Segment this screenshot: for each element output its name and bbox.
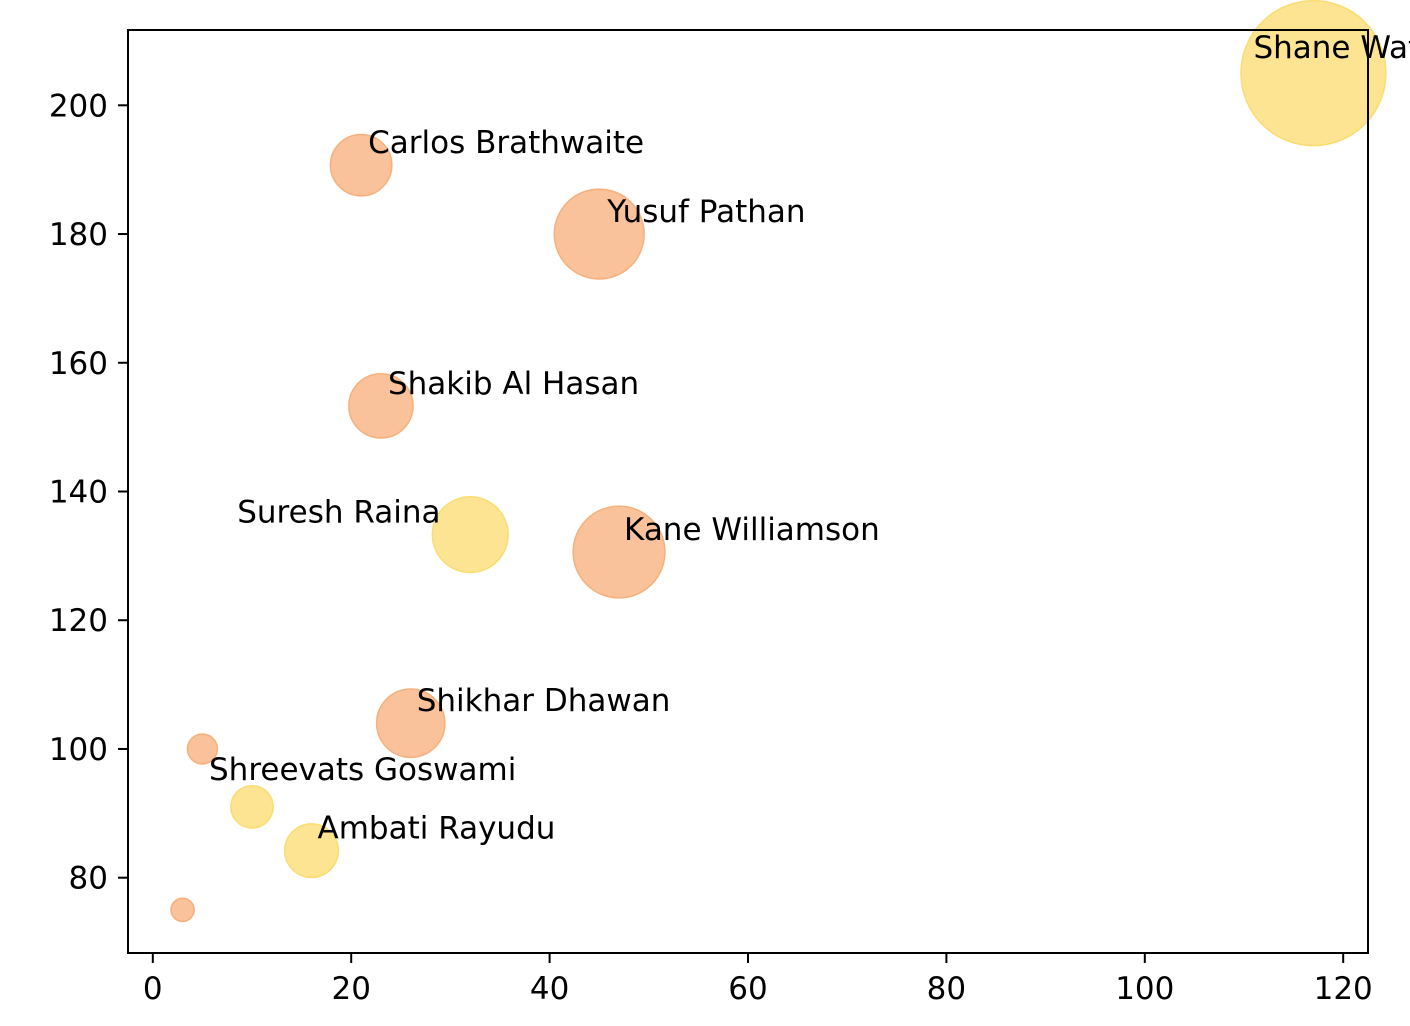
- plot-area-frame: [127, 29, 1369, 954]
- bubbles-layer: [170, 0, 1387, 923]
- bubble-shane-watson: [1240, 0, 1387, 147]
- x-tick-label: 60: [728, 971, 767, 1007]
- bubble-suresh-raina: [431, 495, 509, 574]
- bubble-shreevats-goswami: [230, 784, 274, 829]
- x-tick-label: 80: [927, 971, 966, 1007]
- y-tick-label: 80: [69, 861, 108, 897]
- bubble-shikhar-dhawan: [375, 688, 446, 759]
- point-label-shikhar-dhawan: Shikhar Dhawan: [417, 683, 671, 719]
- point-label-carlos-brathwaite: Carlos Brathwaite: [368, 125, 644, 161]
- y-tick-label: 160: [49, 346, 108, 382]
- y-axis: 80 100 120 140 160 180 200: [49, 88, 128, 897]
- bubble-yusuf-pathan: [553, 188, 645, 280]
- point-label-kane-williamson: Kane Williamson: [624, 512, 880, 548]
- y-tick-label: 120: [49, 603, 108, 639]
- point-label-yusuf-pathan: Yusuf Pathan: [606, 194, 805, 230]
- point-label-shakib-al-hasan: Shakib Al Hasan: [388, 366, 639, 402]
- x-tick-label: 40: [530, 971, 569, 1007]
- x-tick-label: 20: [331, 971, 370, 1007]
- bubble-kane-williamson: [572, 505, 666, 599]
- y-tick-label: 200: [49, 88, 108, 124]
- bubble-carlos-brathwaite: [329, 133, 393, 197]
- y-tick-label: 140: [49, 475, 108, 511]
- x-tick-label: 0: [143, 971, 163, 1007]
- bubble-unlabeled-7: [186, 733, 219, 765]
- x-tick-label: 120: [1314, 971, 1373, 1007]
- point-label-shane-watson: Shane Watson: [1253, 30, 1410, 66]
- x-tick-label: 100: [1115, 971, 1174, 1007]
- point-labels-layer: Shane Watson Carlos Brathwaite Yusuf Patha…: [209, 30, 1410, 847]
- point-label-shreevats-goswami: Shreevats Goswami: [209, 752, 516, 788]
- y-tick-label: 180: [49, 217, 108, 253]
- point-label-suresh-raina: Suresh Raina: [237, 495, 440, 531]
- x-axis: 0 20 40 60 80 100 120: [143, 953, 1373, 1007]
- y-tick-label: 100: [49, 732, 108, 768]
- bubble-unlabeled-10: [170, 897, 195, 923]
- bubble-shakib-al-hasan: [348, 373, 414, 439]
- point-label-ambati-rayudu: Ambati Rayudu: [318, 811, 556, 847]
- bubble-ambati-rayudu: [283, 823, 340, 879]
